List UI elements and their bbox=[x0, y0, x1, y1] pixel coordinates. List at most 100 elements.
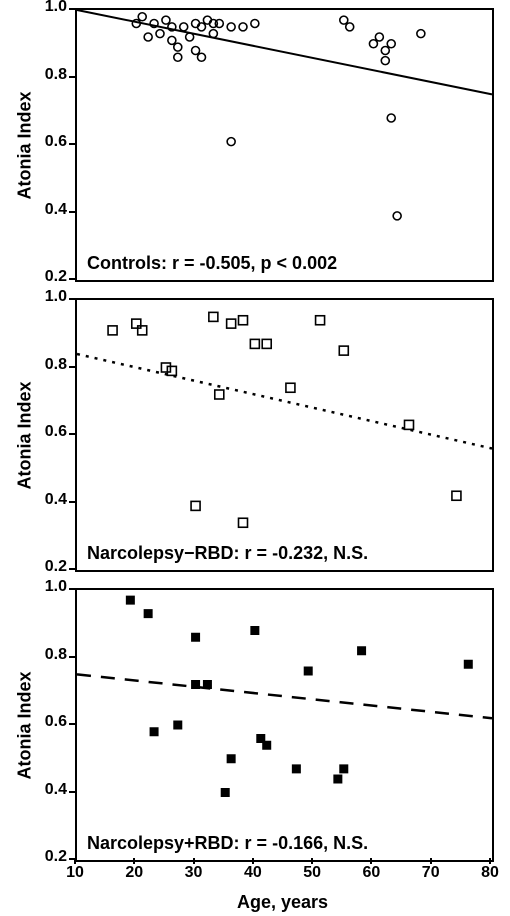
y-tick-label: 0.8 bbox=[27, 646, 67, 664]
data-point bbox=[227, 23, 235, 31]
y-tick bbox=[69, 278, 75, 280]
data-point bbox=[174, 53, 182, 61]
x-tick bbox=[74, 858, 76, 864]
y-tick bbox=[69, 298, 75, 300]
x-tick-label: 30 bbox=[179, 864, 209, 882]
data-point bbox=[227, 138, 235, 146]
x-tick bbox=[489, 858, 491, 864]
data-point bbox=[393, 212, 401, 220]
data-point bbox=[191, 633, 200, 642]
data-point bbox=[108, 326, 117, 335]
figure: Controls: r = -0.505, p < 0.002 Atonia I… bbox=[0, 0, 510, 916]
data-point bbox=[387, 40, 395, 48]
x-tick-label: 40 bbox=[238, 864, 268, 882]
data-point bbox=[161, 363, 170, 372]
data-point bbox=[227, 319, 236, 328]
y-tick-label: 0.6 bbox=[27, 713, 67, 731]
y-tick bbox=[69, 791, 75, 793]
data-point bbox=[369, 40, 377, 48]
y-tick-label: 0.4 bbox=[27, 781, 67, 799]
y-tick-label: 0.2 bbox=[27, 558, 67, 576]
trend-line bbox=[77, 10, 492, 94]
plot-svg-narcolepsy-plus-rbd bbox=[77, 590, 492, 860]
x-tick bbox=[430, 858, 432, 864]
y-tick bbox=[69, 656, 75, 658]
plot-area-narcolepsy-minus-rbd: Narcolepsy−RBD: r = -0.232, N.S. bbox=[75, 298, 494, 572]
data-point bbox=[191, 501, 200, 510]
data-point bbox=[156, 30, 164, 38]
y-tick bbox=[69, 76, 75, 78]
data-point bbox=[215, 390, 224, 399]
data-point bbox=[203, 680, 212, 689]
x-tick bbox=[193, 858, 195, 864]
data-point bbox=[186, 33, 194, 41]
data-point bbox=[357, 646, 366, 655]
y-tick bbox=[69, 366, 75, 368]
data-point bbox=[381, 47, 389, 55]
data-point bbox=[173, 721, 182, 730]
data-point bbox=[262, 339, 271, 348]
x-tick-label: 50 bbox=[297, 864, 327, 882]
x-tick bbox=[133, 858, 135, 864]
plot-area-narcolepsy-plus-rbd: Narcolepsy+RBD: r = -0.166, N.S. bbox=[75, 588, 494, 862]
data-point bbox=[126, 596, 135, 605]
data-point bbox=[215, 20, 223, 28]
y-tick-label: 1.0 bbox=[27, 0, 67, 16]
y-tick-label: 0.8 bbox=[27, 356, 67, 374]
x-tick-label: 80 bbox=[475, 864, 505, 882]
data-point bbox=[138, 13, 146, 21]
y-tick bbox=[69, 723, 75, 725]
panel-narcolepsy-minus-rbd: Narcolepsy−RBD: r = -0.232, N.S. Atonia … bbox=[0, 290, 510, 580]
data-point bbox=[304, 667, 313, 676]
data-point bbox=[168, 36, 176, 44]
data-point bbox=[209, 312, 218, 321]
annotation-narcolepsy-plus-rbd: Narcolepsy+RBD: r = -0.166, N.S. bbox=[87, 833, 368, 854]
y-tick bbox=[69, 588, 75, 590]
data-point bbox=[150, 727, 159, 736]
plot-svg-controls bbox=[77, 10, 492, 280]
y-tick bbox=[69, 143, 75, 145]
data-point bbox=[162, 16, 170, 24]
data-point bbox=[239, 23, 247, 31]
x-axis-label: Age, years bbox=[75, 892, 490, 913]
data-point bbox=[339, 764, 348, 773]
plot-svg-narcolepsy-minus-rbd bbox=[77, 300, 492, 570]
x-tick-label: 70 bbox=[416, 864, 446, 882]
data-point bbox=[464, 660, 473, 669]
data-point bbox=[333, 775, 342, 784]
data-point bbox=[227, 754, 236, 763]
y-tick-label: 0.4 bbox=[27, 201, 67, 219]
data-point bbox=[221, 788, 230, 797]
data-point bbox=[144, 609, 153, 618]
y-tick-label: 0.6 bbox=[27, 133, 67, 151]
y-tick bbox=[69, 8, 75, 10]
data-point bbox=[167, 366, 176, 375]
data-point bbox=[452, 491, 461, 500]
y-tick-label: 0.8 bbox=[27, 66, 67, 84]
data-point bbox=[198, 53, 206, 61]
y-tick bbox=[69, 433, 75, 435]
y-tick bbox=[69, 501, 75, 503]
data-point bbox=[286, 383, 295, 392]
data-point bbox=[262, 741, 271, 750]
plot-area-controls: Controls: r = -0.505, p < 0.002 bbox=[75, 8, 494, 282]
data-point bbox=[132, 319, 141, 328]
x-tick-label: 10 bbox=[60, 864, 90, 882]
y-tick bbox=[69, 211, 75, 213]
data-point bbox=[381, 57, 389, 65]
x-tick bbox=[370, 858, 372, 864]
x-tick-label: 20 bbox=[119, 864, 149, 882]
y-tick-label: 0.4 bbox=[27, 491, 67, 509]
data-point bbox=[239, 316, 248, 325]
x-tick bbox=[252, 858, 254, 864]
annotation-controls: Controls: r = -0.505, p < 0.002 bbox=[87, 253, 337, 274]
data-point bbox=[340, 16, 348, 24]
data-point bbox=[339, 346, 348, 355]
panel-controls: Controls: r = -0.505, p < 0.002 Atonia I… bbox=[0, 0, 510, 290]
data-point bbox=[417, 30, 425, 38]
data-point bbox=[138, 326, 147, 335]
data-point bbox=[375, 33, 383, 41]
data-point bbox=[192, 47, 200, 55]
data-point bbox=[387, 114, 395, 122]
annotation-narcolepsy-minus-rbd: Narcolepsy−RBD: r = -0.232, N.S. bbox=[87, 543, 368, 564]
